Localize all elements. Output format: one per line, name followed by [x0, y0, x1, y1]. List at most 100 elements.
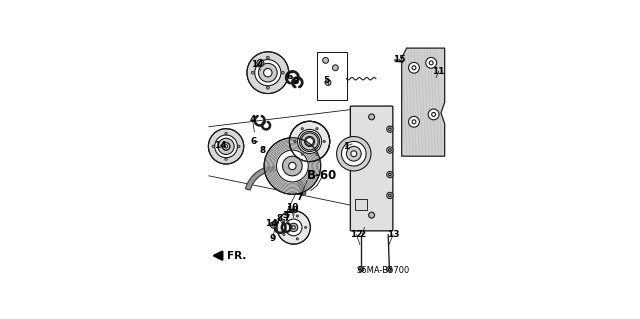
Text: 3: 3	[282, 211, 288, 220]
Circle shape	[289, 121, 330, 162]
Circle shape	[408, 62, 419, 73]
Text: 14: 14	[214, 141, 227, 150]
Circle shape	[337, 137, 371, 171]
Text: 6: 6	[287, 72, 293, 81]
Text: 7: 7	[296, 193, 303, 203]
Text: B-60: B-60	[307, 169, 337, 182]
Text: 12: 12	[350, 230, 363, 239]
Circle shape	[412, 120, 416, 124]
Circle shape	[212, 145, 214, 148]
Circle shape	[225, 145, 228, 148]
Circle shape	[276, 150, 308, 182]
Circle shape	[387, 126, 393, 132]
Text: 1: 1	[342, 142, 349, 151]
Circle shape	[264, 69, 272, 77]
Circle shape	[259, 63, 277, 82]
Circle shape	[282, 71, 284, 74]
Circle shape	[323, 140, 325, 143]
Polygon shape	[402, 48, 445, 156]
Text: 9: 9	[269, 234, 276, 243]
Circle shape	[289, 121, 330, 162]
Circle shape	[387, 147, 393, 153]
Text: S6MA-B5700: S6MA-B5700	[356, 266, 410, 275]
Text: 2: 2	[359, 230, 365, 239]
Circle shape	[259, 61, 262, 64]
Circle shape	[264, 138, 321, 194]
Circle shape	[316, 128, 318, 130]
Circle shape	[429, 61, 433, 65]
Circle shape	[277, 211, 310, 244]
Circle shape	[294, 140, 296, 143]
Circle shape	[255, 60, 281, 86]
Circle shape	[300, 131, 319, 152]
Circle shape	[266, 56, 269, 59]
Circle shape	[332, 65, 339, 71]
Text: 14: 14	[251, 60, 264, 69]
Circle shape	[387, 266, 392, 272]
Circle shape	[431, 113, 436, 116]
Text: 7: 7	[284, 214, 290, 223]
Circle shape	[387, 192, 393, 199]
Circle shape	[301, 133, 318, 150]
Circle shape	[272, 224, 275, 226]
Circle shape	[252, 71, 254, 74]
Text: FR.: FR.	[227, 251, 246, 261]
Text: 8: 8	[292, 77, 299, 86]
FancyBboxPatch shape	[350, 106, 393, 231]
Circle shape	[266, 86, 269, 89]
Circle shape	[305, 226, 307, 228]
Circle shape	[257, 59, 264, 66]
Circle shape	[412, 66, 416, 70]
Text: 5: 5	[323, 76, 330, 85]
Circle shape	[270, 222, 276, 228]
Circle shape	[225, 132, 227, 135]
Circle shape	[306, 137, 314, 145]
Circle shape	[214, 135, 237, 158]
Circle shape	[316, 153, 318, 155]
Text: 8: 8	[259, 145, 266, 154]
Circle shape	[388, 149, 391, 151]
FancyBboxPatch shape	[355, 199, 367, 210]
Circle shape	[301, 153, 303, 155]
Circle shape	[351, 151, 356, 157]
Circle shape	[222, 142, 230, 150]
Circle shape	[388, 174, 391, 176]
Circle shape	[388, 194, 391, 197]
Circle shape	[369, 212, 374, 218]
Circle shape	[209, 129, 244, 164]
Text: 10: 10	[286, 203, 299, 212]
Circle shape	[296, 238, 298, 240]
Circle shape	[298, 130, 322, 153]
Circle shape	[223, 143, 230, 150]
Circle shape	[289, 162, 296, 170]
Circle shape	[218, 138, 234, 154]
Circle shape	[225, 158, 227, 160]
Circle shape	[342, 141, 366, 166]
Circle shape	[360, 268, 362, 271]
Circle shape	[289, 223, 298, 232]
Text: 14: 14	[265, 219, 278, 228]
Circle shape	[369, 114, 374, 120]
Circle shape	[301, 128, 303, 130]
Circle shape	[283, 234, 285, 235]
Circle shape	[305, 137, 315, 146]
Circle shape	[247, 52, 289, 93]
Circle shape	[296, 215, 298, 217]
Text: 13: 13	[387, 230, 399, 239]
Text: 8: 8	[276, 214, 283, 223]
Circle shape	[387, 171, 393, 178]
Circle shape	[408, 116, 419, 127]
Circle shape	[282, 156, 302, 176]
Text: 6: 6	[251, 137, 257, 146]
Circle shape	[283, 219, 285, 221]
Circle shape	[323, 57, 328, 63]
Circle shape	[285, 219, 302, 236]
Circle shape	[292, 226, 295, 229]
Text: 11: 11	[432, 67, 445, 76]
Text: 10: 10	[285, 206, 298, 215]
Circle shape	[388, 268, 390, 271]
Circle shape	[388, 128, 391, 130]
Text: 4: 4	[250, 115, 256, 124]
Circle shape	[346, 146, 361, 161]
Circle shape	[358, 266, 364, 272]
